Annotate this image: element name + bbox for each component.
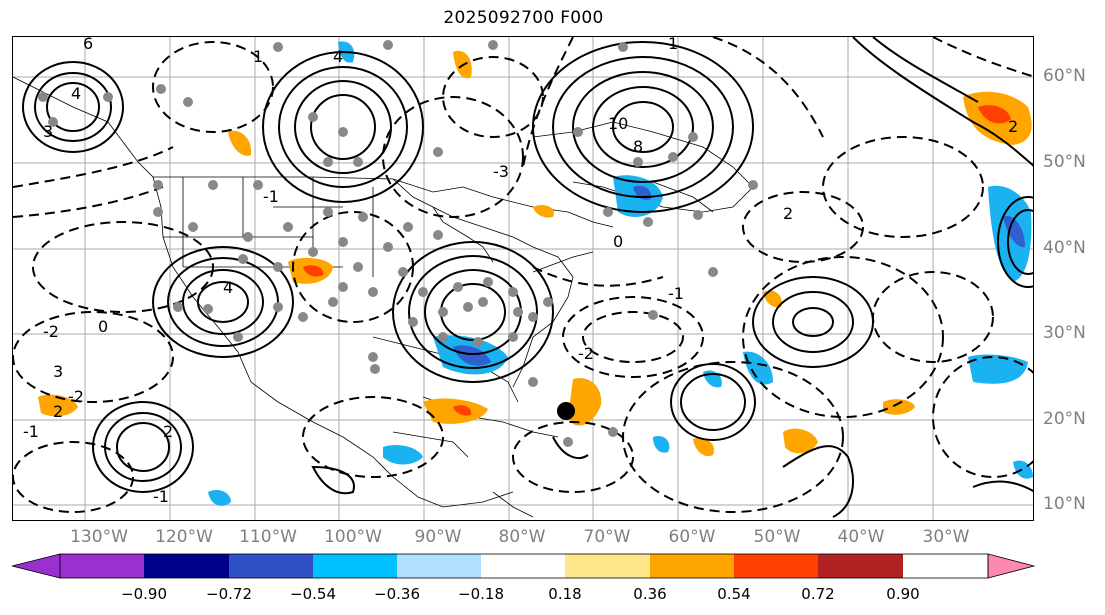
colorbar-outline — [59, 553, 989, 579]
colorbar-tick: −0.18 — [458, 585, 504, 603]
contour-label: 2 — [1008, 117, 1018, 136]
colorbar-cell — [144, 554, 229, 578]
contour-label: 3 — [53, 362, 63, 381]
lat-label-40n: 40°N — [1043, 238, 1086, 258]
colorbar-tick: 0.36 — [633, 585, 667, 603]
contour-label: 2 — [163, 422, 173, 441]
contour-label: -2 — [43, 322, 59, 341]
colorbar-tick: −0.72 — [206, 585, 252, 603]
contour-label: 0 — [613, 232, 623, 251]
colorbar-tick: 0.54 — [717, 585, 751, 603]
map-title: 2025092700 F000 — [443, 8, 604, 28]
contour-label: 4 — [333, 47, 343, 66]
contour-label: -1 — [263, 187, 279, 206]
lon-label-80w: 80°W — [498, 527, 546, 547]
colorbar-extend-high — [987, 553, 1036, 579]
colorbar-cell — [734, 554, 818, 578]
lon-label-40w: 40°W — [837, 527, 885, 547]
colorbar-cell — [229, 554, 313, 578]
colorbar-cell — [565, 554, 650, 578]
storm-center-marker — [557, 402, 575, 420]
contour-label: -2 — [68, 387, 84, 406]
station-dots — [38, 40, 758, 447]
contour-label: 8 — [633, 137, 643, 156]
lon-label-90w: 90°W — [414, 527, 462, 547]
contour-label: -2 — [578, 344, 594, 363]
lat-label-30n: 30°N — [1043, 323, 1086, 343]
lat-label-60n: 60°N — [1043, 66, 1086, 86]
contour-label: -1 — [668, 284, 684, 303]
contour-label: 1 — [668, 37, 678, 53]
colorbar-tick: 0.72 — [801, 585, 835, 603]
lon-label-100w: 100°W — [324, 527, 382, 547]
contour-label: 2 — [783, 204, 793, 223]
solid-contours — [22, 37, 1033, 518]
contour-label: 4 — [223, 278, 233, 297]
contour-label: 2 — [53, 402, 63, 421]
lat-label-50n: 50°N — [1043, 152, 1086, 172]
lon-label-50w: 50°W — [753, 527, 801, 547]
dashed-contours — [13, 37, 1033, 513]
contour-label: -3 — [493, 162, 509, 181]
lon-label-110w: 110°W — [239, 527, 297, 547]
colorbar-tick: −0.36 — [374, 585, 420, 603]
colorbar-cell — [313, 554, 397, 578]
colorbar-tick: 0.90 — [886, 585, 920, 603]
lon-label-120w: 120°W — [155, 527, 213, 547]
colorbar-cell — [650, 554, 734, 578]
colorbar-cell — [818, 554, 903, 578]
colorbar-cell — [60, 554, 144, 578]
colorbar-cell — [397, 554, 481, 578]
contour-label: 3 — [43, 122, 53, 141]
contour-label: -1 — [23, 422, 39, 441]
contour-label: 4 — [71, 84, 81, 103]
contour-label: 10 — [608, 114, 628, 133]
lon-label-60w: 60°W — [668, 527, 716, 547]
colorbar-cell — [481, 554, 565, 578]
contour-label: 1 — [253, 47, 263, 66]
colorbar-tick: −0.90 — [121, 585, 167, 603]
positive-core-shading — [303, 105, 1011, 416]
contour-label: 6 — [83, 37, 93, 53]
lon-label-130w: 130°W — [70, 527, 128, 547]
colorbar-tick: −0.54 — [290, 585, 336, 603]
colorbar-tick: 0.18 — [548, 585, 582, 603]
colorbar — [11, 553, 1036, 579]
lon-label-30w: 30°W — [922, 527, 970, 547]
lat-label-20n: 20°N — [1043, 409, 1086, 429]
colorbar-extend-low — [11, 553, 61, 579]
contour-label: 0 — [98, 317, 108, 336]
lat-label-10n: 10°N — [1043, 494, 1086, 514]
contour-label: -1 — [153, 487, 169, 506]
lon-label-70w: 70°W — [583, 527, 631, 547]
